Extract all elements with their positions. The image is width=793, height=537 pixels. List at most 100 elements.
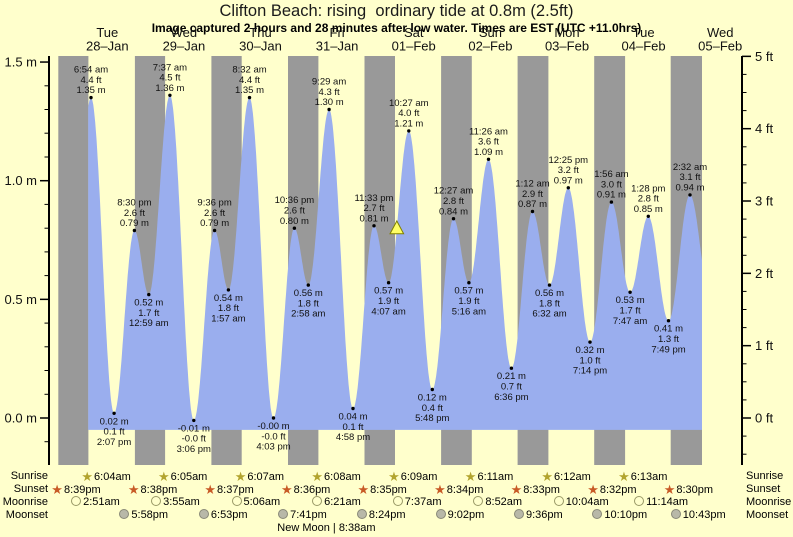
tide-annotation-high: 4.3 ft bbox=[319, 87, 340, 98]
y-axis-right-label: 0 ft bbox=[755, 411, 773, 426]
moonset-moon-icon bbox=[670, 509, 681, 519]
tide-extreme-dot bbox=[486, 157, 491, 161]
tide-extreme-dot bbox=[628, 290, 632, 294]
day-label-name: Tue bbox=[96, 25, 118, 40]
sunset-star-icon: ★ bbox=[510, 482, 523, 497]
tide-extreme-dot bbox=[467, 281, 471, 285]
tide-annotation-low: 2:07 pm bbox=[97, 437, 131, 448]
moonrise-time: 10:04am bbox=[553, 496, 609, 509]
tide-annotation-high: 0.85 m bbox=[634, 204, 663, 215]
moonrise-moon-icon bbox=[312, 496, 323, 506]
tide-annotation-low: 0.21 m bbox=[497, 371, 526, 382]
y-axis-left-label: 1.5 m bbox=[4, 55, 37, 70]
tide-annotation-high: 0.80 m bbox=[280, 216, 309, 227]
moonrise-time: 11:14am bbox=[634, 496, 688, 509]
tide-extreme-dot bbox=[351, 406, 355, 411]
tide-annotation-low: 5:16 am bbox=[452, 306, 486, 317]
sunset-row-label-left: Sunset bbox=[13, 483, 48, 495]
tide-annotation-low: 1.3 ft bbox=[658, 334, 679, 345]
tide-annotation-low: 7:47 am bbox=[613, 316, 647, 327]
moonset-time: 7:41pm bbox=[278, 509, 327, 522]
moonrise-moon-icon bbox=[553, 496, 564, 506]
tide-annotation-low: 1.9 ft bbox=[458, 296, 479, 307]
tide-annotation-low: 1.8 ft bbox=[298, 298, 319, 309]
day-label-date: 04–Feb bbox=[622, 39, 666, 54]
tide-extreme-dot bbox=[430, 387, 434, 392]
tide-annotation-high: 4.4 ft bbox=[239, 75, 260, 86]
day-label-name: Mon bbox=[554, 25, 579, 40]
tide-annotation-high: 0.84 m bbox=[439, 206, 468, 217]
tide-annotation-high: 2.8 ft bbox=[638, 194, 659, 205]
tide-annotation-low: 0.53 m bbox=[616, 295, 645, 306]
moonset-time: 5:58pm bbox=[119, 509, 168, 522]
page-title: Clifton Beach: rising ordinary tide at 0… bbox=[219, 2, 574, 20]
day-label-date: 02–Feb bbox=[468, 39, 512, 54]
tide-annotation-low: 1.9 ft bbox=[378, 296, 399, 307]
tide-annotation-low: 0.57 m bbox=[374, 286, 403, 297]
day-label-name: Tue bbox=[633, 25, 655, 40]
sunrise-time: ★6:04am bbox=[81, 469, 131, 484]
tide-extreme-dot bbox=[292, 226, 297, 230]
moonrise-time: 5:06am bbox=[231, 496, 280, 509]
tide-annotation-low: 0.02 m bbox=[100, 416, 129, 427]
tide-annotation-high: 0.94 m bbox=[675, 183, 704, 194]
day-label-name: Sat bbox=[404, 25, 424, 40]
tide-extreme-dot bbox=[247, 95, 252, 100]
tide-annotation-low: 7:49 pm bbox=[651, 344, 685, 355]
day-label-date: 29–Jan bbox=[163, 39, 206, 54]
tide-annotation-high: 0.79 m bbox=[200, 218, 229, 229]
tide-annotation-low: 12:59 am bbox=[129, 318, 169, 329]
moonset-time: 9:36pm bbox=[514, 509, 563, 522]
day-label-name: Wed bbox=[707, 25, 734, 40]
tide-extreme-dot bbox=[112, 411, 116, 415]
tide-annotation-high: 12:27 am bbox=[434, 186, 474, 197]
tide-extreme-dot bbox=[89, 95, 93, 100]
tide-annotation-low: 0.1 ft bbox=[342, 422, 363, 433]
tide-annotation-low: 0.57 m bbox=[454, 286, 483, 297]
tide-annotation-low: 0.56 m bbox=[535, 288, 564, 299]
tide-annotation-low: 4:07 am bbox=[371, 306, 405, 317]
sunrise-row-label-left: Sunrise bbox=[10, 470, 48, 482]
tide-annotation-low: 0.1 ft bbox=[104, 427, 125, 438]
tide-extreme-dot bbox=[666, 319, 671, 323]
moonrise-moon-icon bbox=[634, 496, 645, 506]
moonrise-moon-icon bbox=[473, 496, 484, 506]
sunset-star-icon: ★ bbox=[204, 482, 217, 497]
sunrise-star-icon: ★ bbox=[464, 469, 477, 484]
tide-annotation-low: 0.54 m bbox=[214, 293, 243, 304]
sunset-star-icon: ★ bbox=[663, 482, 676, 497]
tide-annotation-high: 2.6 ft bbox=[124, 208, 145, 219]
moonset-time: 10:10pm bbox=[592, 509, 647, 522]
moonset-row-label-left: Moonset bbox=[5, 509, 48, 521]
y-axis-right-label: 4 ft bbox=[755, 121, 773, 136]
tide-extreme-dot bbox=[271, 416, 276, 420]
tide-annotation-low: 6:36 pm bbox=[494, 392, 528, 403]
sunrise-star-icon: ★ bbox=[81, 469, 94, 484]
tide-annotation-high: 8:30 pm bbox=[117, 198, 151, 209]
tide-extreme-dot bbox=[212, 228, 217, 233]
tide-annotation-high: 1.30 m bbox=[315, 97, 344, 108]
tide-extreme-dot bbox=[588, 340, 592, 344]
day-label-date: 30–Jan bbox=[239, 39, 282, 54]
sunset-star-icon: ★ bbox=[587, 482, 599, 497]
tide-annotation-high: 3.6 ft bbox=[478, 137, 499, 148]
sunrise-star-icon: ★ bbox=[388, 469, 400, 484]
tide-extreme-dot bbox=[147, 292, 151, 297]
tide-extreme-dot bbox=[509, 366, 514, 370]
tide-annotation-high: 8:32 am bbox=[232, 65, 266, 76]
moon-phase-label: New Moon | 8:38am bbox=[277, 522, 376, 534]
tide-annotation-high: 0.81 m bbox=[359, 213, 388, 224]
tide-annotation-high: 11:33 pm bbox=[355, 193, 394, 204]
tide-annotation-low: 1.7 ft bbox=[620, 306, 641, 317]
tide-annotation-low: 0.12 m bbox=[418, 393, 447, 404]
sunset-star-icon: ★ bbox=[127, 482, 140, 497]
tide-extreme-dot bbox=[168, 93, 172, 98]
sunset-time: ★8:34pm bbox=[434, 482, 484, 497]
tide-extreme-dot bbox=[372, 224, 376, 228]
tide-extreme-dot bbox=[226, 288, 231, 292]
tide-annotation-low: 1.7 ft bbox=[138, 308, 159, 319]
sunset-star-icon: ★ bbox=[434, 482, 446, 497]
tide-extreme-dot bbox=[547, 283, 552, 287]
day-label-date: 28–Jan bbox=[86, 39, 129, 54]
tide-annotation-high: 10:36 pm bbox=[275, 195, 315, 206]
